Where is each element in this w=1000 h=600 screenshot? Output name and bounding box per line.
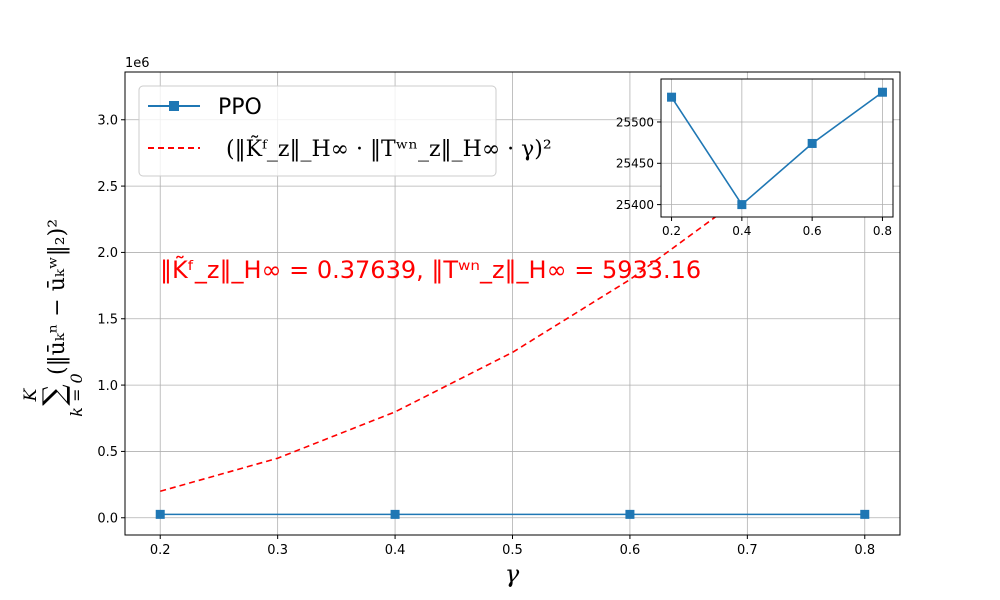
x-tick-label: 0.2 xyxy=(150,543,171,558)
x-tick-label: 0.7 xyxy=(737,543,758,558)
series-marker-0 xyxy=(155,509,165,519)
x-axis-label: γ xyxy=(505,560,520,588)
y-axis-label: K ∑ k = 0 (‖ūₖⁿ − ūₖʷ‖₂)² xyxy=(21,219,86,417)
legend-marker-ppo-square xyxy=(169,101,179,111)
y-tick-label: 3.0 xyxy=(97,113,118,128)
legend-box xyxy=(138,85,497,177)
series-marker-0 xyxy=(667,92,677,102)
x-tick-label: 0.4 xyxy=(732,224,751,238)
norm-annotation: ‖K̃ᶠ_z‖_H∞ = 0.37639, ‖Tʷⁿ_z‖_H∞ = 5933.… xyxy=(160,256,701,284)
y-offset-text: 1e6 xyxy=(125,56,150,71)
y-tick-label: 2.5 xyxy=(97,180,118,195)
y-tick-label: 1.0 xyxy=(97,379,118,394)
y-tick-label: 25400 xyxy=(616,198,654,212)
y-tick-label: 1.5 xyxy=(97,312,118,327)
series-marker-0 xyxy=(877,87,887,97)
y-label-sum-symbol: ∑ xyxy=(37,384,72,406)
series-marker-0 xyxy=(860,509,870,519)
y-tick-label: 0.5 xyxy=(97,445,118,460)
series-line-0 xyxy=(670,91,883,206)
series-marker-0 xyxy=(625,509,635,519)
legend: PPO (‖K̃ᶠ_z‖_H∞ · ‖Tʷⁿ_z‖_H∞ · γ)² xyxy=(138,85,552,177)
y-label-term: (‖ūₖⁿ − ūₖʷ‖₂)² xyxy=(45,219,70,375)
series-marker-0 xyxy=(737,200,747,210)
main-y-axis: 0.0 0.5 1.0 1.5 2.0 2.5 3.0 xyxy=(97,113,125,526)
x-tick-label: 0.2 xyxy=(662,224,681,238)
y-tick-label: 2.0 xyxy=(97,246,118,261)
legend-label-bound: (‖K̃ᶠ_z‖_H∞ · ‖Tʷⁿ_z‖_H∞ · γ)² xyxy=(226,136,552,162)
main-x-axis: 0.2 0.3 0.4 0.5 0.6 0.7 0.8 xyxy=(150,535,875,558)
inset-grid xyxy=(661,79,893,217)
inset-y-axis: 25400 25450 25500 xyxy=(616,115,661,212)
x-tick-label: 0.8 xyxy=(854,543,875,558)
x-tick-label: 0.4 xyxy=(385,543,406,558)
x-tick-label: 0.8 xyxy=(873,224,892,238)
inset-background xyxy=(661,79,893,217)
y-label-sum-bottom: k = 0 xyxy=(67,373,86,416)
y-label-sum-top: K xyxy=(21,387,41,402)
series-marker-0 xyxy=(390,509,400,519)
inset-series-layer xyxy=(667,87,887,210)
x-tick-label: 0.3 xyxy=(267,543,288,558)
legend-label-ppo: PPO xyxy=(218,95,262,120)
y-tick-label: 0.0 xyxy=(97,511,118,526)
series-marker-0 xyxy=(807,138,817,148)
inset-x-axis: 0.2 0.4 0.6 0.8 xyxy=(662,217,892,238)
inset-plot-frame xyxy=(660,78,894,218)
y-tick-label: 25450 xyxy=(616,157,654,171)
y-tick-label: 25500 xyxy=(616,115,654,129)
x-tick-label: 0.6 xyxy=(620,543,641,558)
x-tick-label: 0.5 xyxy=(502,543,523,558)
x-tick-label: 0.6 xyxy=(803,224,822,238)
